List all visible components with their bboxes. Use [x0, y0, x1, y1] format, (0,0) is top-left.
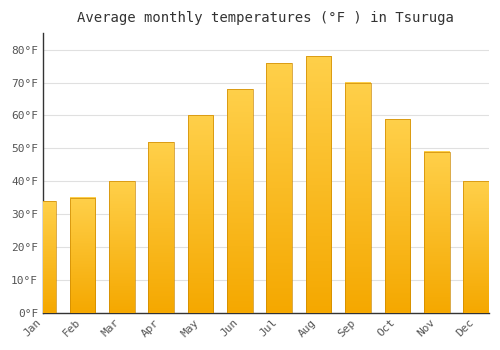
Bar: [266, 63, 292, 313]
Bar: [345, 83, 371, 313]
Bar: [306, 56, 332, 313]
Bar: [30, 201, 56, 313]
Bar: [188, 116, 214, 313]
Title: Average monthly temperatures (°F ) in Tsuruga: Average monthly temperatures (°F ) in Ts…: [78, 11, 454, 25]
Bar: [227, 89, 252, 313]
Bar: [148, 142, 174, 313]
Bar: [384, 119, 410, 313]
Bar: [109, 181, 134, 313]
Bar: [464, 181, 489, 313]
Bar: [424, 152, 450, 313]
Bar: [70, 198, 95, 313]
